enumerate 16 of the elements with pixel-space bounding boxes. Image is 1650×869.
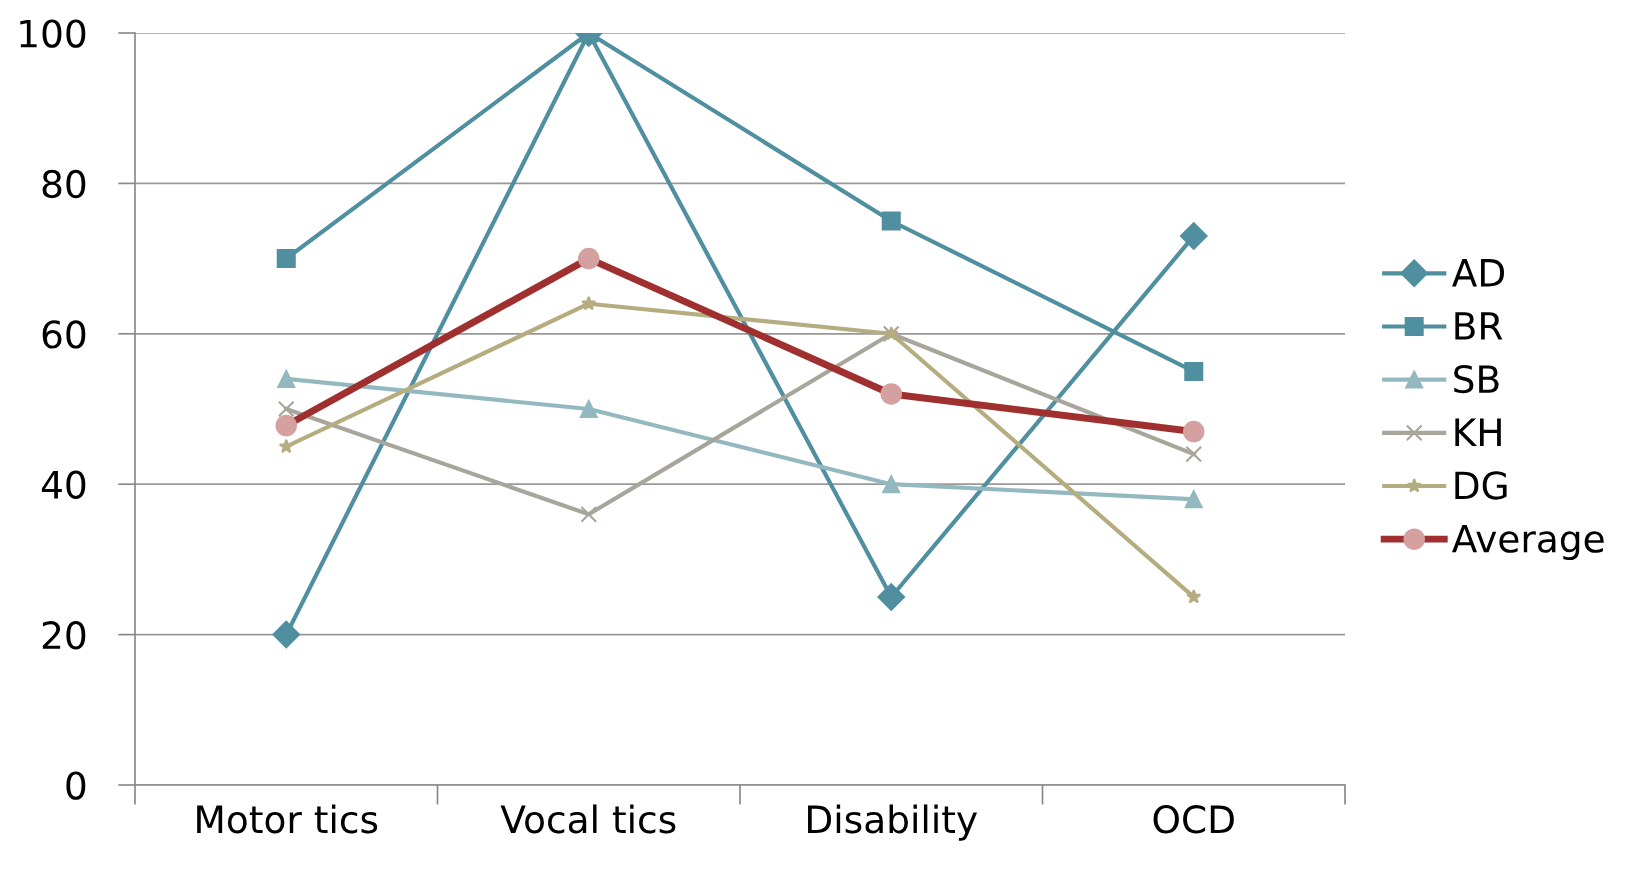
x-tick-label: Vocal tics	[500, 804, 676, 834]
legend-label: AD	[1451, 259, 1505, 287]
legend-label: Average	[1451, 524, 1604, 561]
legend-label: KH	[1455, 418, 1501, 446]
x-tick-label: Motor tics	[197, 804, 378, 834]
x-tick-label: Disability	[808, 804, 978, 841]
legend-label: SB	[1454, 364, 1499, 394]
y-tick-label: 0	[66, 771, 86, 800]
y-tick-label: 60	[42, 320, 86, 349]
y-tick-label: 80	[42, 169, 86, 199]
x-tick-label: OCD	[1153, 805, 1234, 834]
legend-label: BR	[1455, 312, 1503, 340]
y-tick-label: 40	[41, 470, 86, 499]
y-tick-label: 100	[20, 19, 86, 48]
y-tick-label: 20	[42, 621, 86, 650]
legend-label: DG	[1455, 471, 1507, 500]
